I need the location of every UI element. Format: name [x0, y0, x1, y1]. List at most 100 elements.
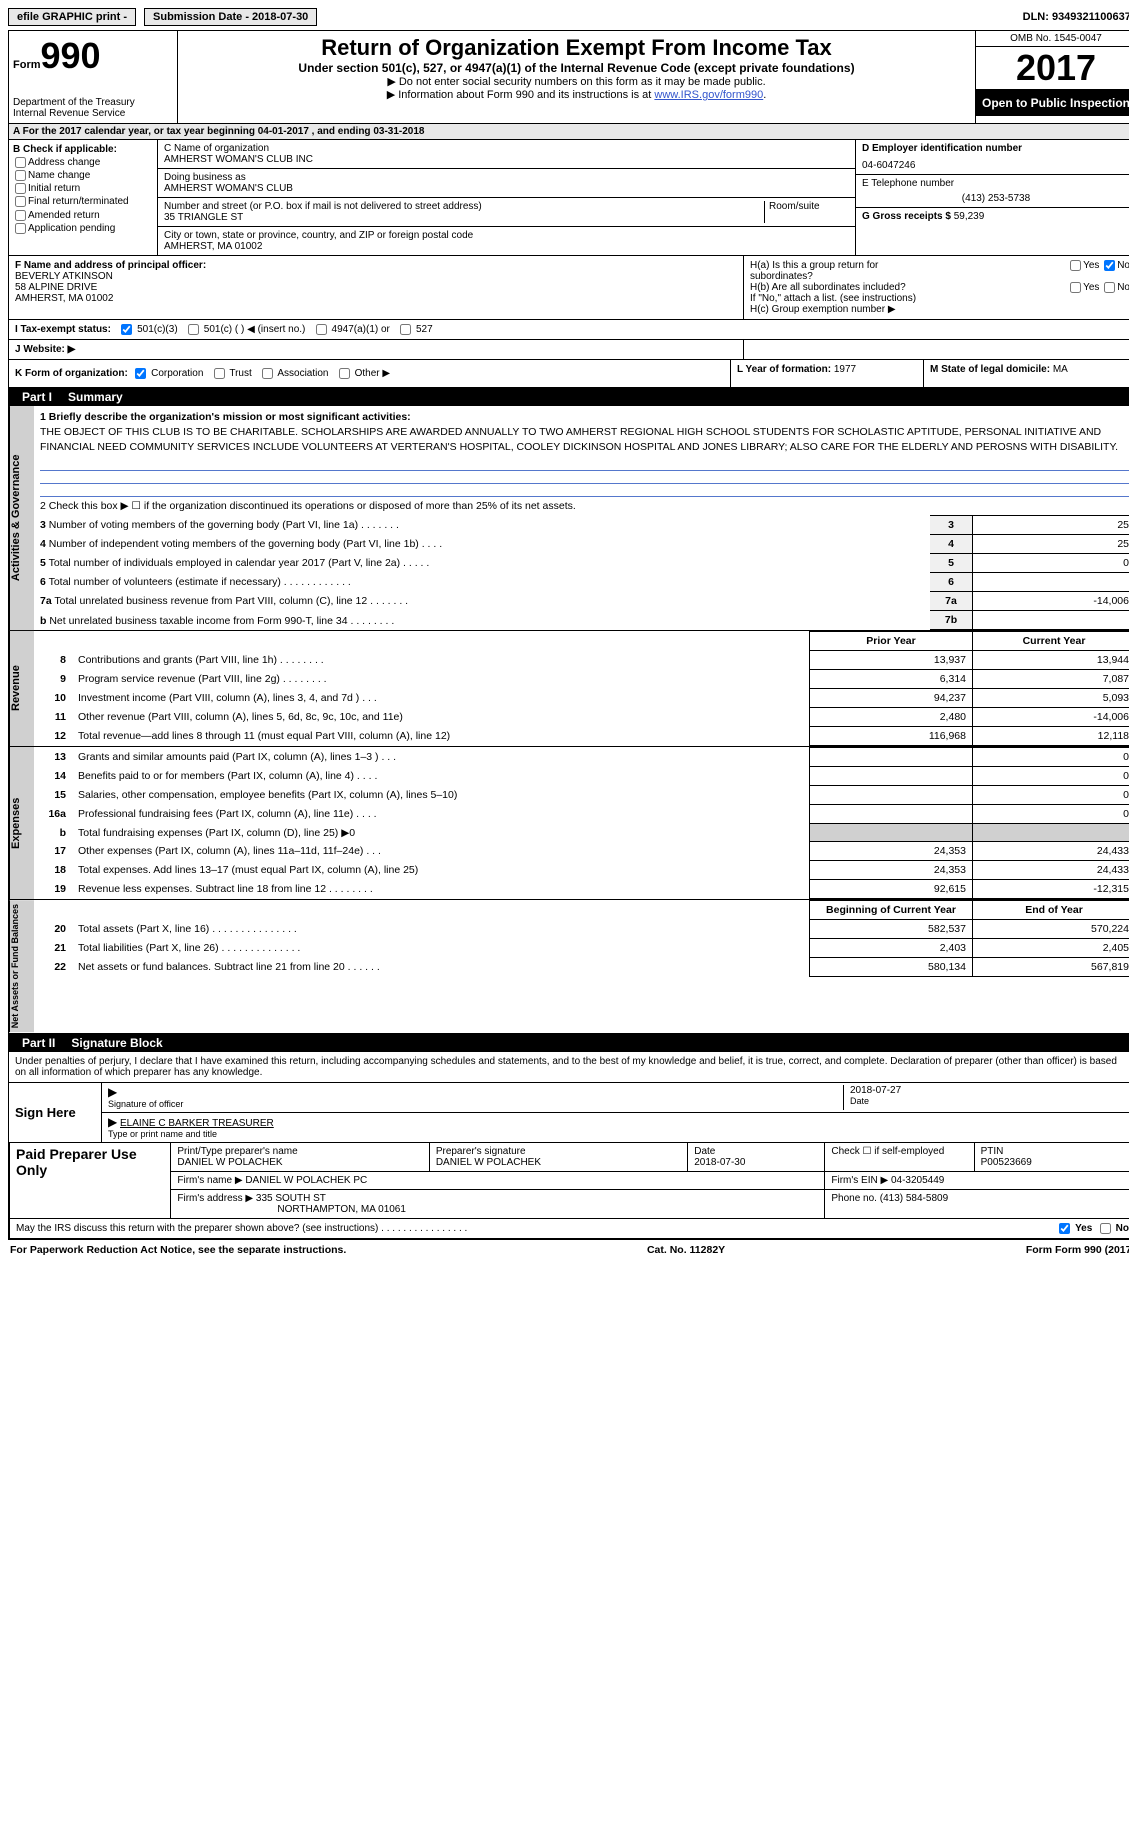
exp-ln: b — [34, 824, 72, 842]
rev-desc: Total revenue—add lines 8 through 11 (mu… — [72, 727, 810, 746]
chk-association[interactable] — [262, 368, 273, 379]
rev-ln: 10 — [34, 689, 72, 708]
irs-label: Internal Revenue Service — [13, 108, 173, 119]
part1-title: Summary — [60, 390, 123, 404]
rev-desc: Contributions and grants (Part VIII, lin… — [72, 651, 810, 670]
chk-corporation[interactable] — [135, 368, 146, 379]
hb-no[interactable] — [1104, 282, 1115, 293]
mission-label: 1 Briefly describe the organization's mi… — [40, 411, 411, 423]
prep-name: DANIEL W POLACHEK — [177, 1157, 282, 1168]
chk-final-return[interactable] — [15, 196, 26, 207]
cat-no: Cat. No. 11282Y — [647, 1244, 725, 1256]
begin-year-header: Beginning of Current Year — [810, 901, 973, 920]
rev-prior: 94,237 — [810, 689, 973, 708]
street-address: 35 TRIANGLE ST — [164, 212, 764, 223]
exp-prior — [810, 748, 973, 767]
state-domicile-label: M State of legal domicile: — [930, 364, 1050, 375]
net-desc: Total assets (Part X, line 16) . . . . .… — [72, 920, 810, 939]
rev-current: -14,006 — [973, 708, 1129, 727]
prep-date: 2018-07-30 — [694, 1157, 745, 1168]
blank-line — [40, 484, 1129, 497]
dln: DLN: 93493211006378 — [1023, 11, 1129, 23]
exp-desc: Total expenses. Add lines 13–17 (must eq… — [72, 861, 810, 880]
sidebar-activities: Activities & Governance — [9, 406, 34, 630]
exp-desc: Professional fundraising fees (Part IX, … — [72, 805, 810, 824]
rev-ln: 9 — [34, 670, 72, 689]
ha-yes[interactable] — [1070, 260, 1081, 271]
net-assets-table: Beginning of Current YearEnd of Year 20T… — [34, 900, 1129, 977]
city-label: City or town, state or province, country… — [164, 230, 849, 241]
self-employed: Check ☐ if self-employed — [825, 1142, 974, 1171]
revenue-table: Prior YearCurrent Year 8Contributions an… — [34, 631, 1129, 746]
hb-yes[interactable] — [1070, 282, 1081, 293]
rev-ln: 11 — [34, 708, 72, 727]
state-domicile: MA — [1053, 364, 1068, 375]
rev-prior: 116,968 — [810, 727, 973, 746]
exp-ln: 17 — [34, 842, 72, 861]
principal-officer: F Name and address of principal officer:… — [9, 256, 744, 319]
chk-other[interactable] — [339, 368, 350, 379]
org-name-label: C Name of organization — [164, 143, 849, 154]
declaration: Under penalties of perjury, I declare th… — [9, 1052, 1129, 1082]
officer-addr2: AMHERST, MA 01002 — [15, 293, 737, 304]
gov-line-box: 7b — [930, 611, 973, 630]
discuss-no[interactable] — [1100, 1223, 1111, 1234]
gov-line-val — [973, 611, 1129, 630]
row-f-h: F Name and address of principal officer:… — [8, 256, 1129, 320]
exp-desc: Revenue less expenses. Subtract line 18 … — [72, 880, 810, 899]
rev-ln: 12 — [34, 727, 72, 746]
chk-501c[interactable] — [188, 324, 199, 335]
chk-initial-return[interactable] — [15, 183, 26, 194]
discuss-yes[interactable] — [1059, 1223, 1070, 1234]
ha-no[interactable] — [1104, 260, 1115, 271]
exp-current: 24,433 — [973, 842, 1129, 861]
chk-application-pending[interactable] — [15, 223, 26, 234]
header-right: OMB No. 1545-0047 2017 Open to Public In… — [975, 31, 1129, 123]
firm-ein: 04-3205449 — [891, 1175, 944, 1186]
chk-address-change[interactable] — [15, 157, 26, 168]
gov-line-desc: 3 Number of voting members of the govern… — [34, 516, 930, 535]
omb-number: OMB No. 1545-0047 — [976, 31, 1129, 47]
tax-exempt-status: I Tax-exempt status: 501(c)(3) 501(c) ( … — [8, 320, 1129, 340]
chk-amended[interactable] — [15, 210, 26, 221]
chk-4947[interactable] — [316, 324, 327, 335]
rev-ln: 8 — [34, 651, 72, 670]
net-ln: 21 — [34, 939, 72, 958]
gov-line-box: 4 — [930, 535, 973, 554]
officer-addr1: 58 ALPINE DRIVE — [15, 282, 737, 293]
rev-prior: 6,314 — [810, 670, 973, 689]
firm-name-label: Firm's name ▶ — [177, 1175, 242, 1186]
hb-note: If "No," attach a list. (see instruction… — [750, 293, 1129, 304]
part2-title: Signature Block — [63, 1036, 162, 1050]
net-end: 2,405 — [973, 939, 1129, 958]
firm-addr1: 335 SOUTH ST — [256, 1193, 326, 1204]
exp-current: -12,315 — [973, 880, 1129, 899]
blank-line — [40, 471, 1129, 484]
dept-treasury: Department of the Treasury — [13, 97, 173, 108]
mission-text: THE OBJECT OF THIS CLUB IS TO BE CHARITA… — [40, 426, 1118, 453]
chk-trust[interactable] — [214, 368, 225, 379]
dba-label: Doing business as — [164, 172, 849, 183]
gov-line-desc: 6 Total number of volunteers (estimate i… — [34, 573, 930, 592]
form-label: Form — [13, 59, 41, 71]
net-ln: 20 — [34, 920, 72, 939]
exp-ln: 15 — [34, 786, 72, 805]
irs-link[interactable]: www.IRS.gov/form990 — [654, 89, 763, 101]
chk-501c3[interactable] — [121, 324, 132, 335]
prior-year-header: Prior Year — [810, 632, 973, 651]
info-note: ▶ Information about Form 990 and its ins… — [186, 88, 967, 101]
activities-governance: Activities & Governance 1 Briefly descri… — [8, 406, 1129, 631]
paperwork-notice: For Paperwork Reduction Act Notice, see … — [10, 1244, 346, 1256]
exp-desc: Total fundraising expenses (Part IX, col… — [72, 824, 810, 842]
part2-label: Part II — [14, 1036, 63, 1050]
exp-current: 0 — [973, 748, 1129, 767]
net-begin: 580,134 — [810, 958, 973, 977]
city-state-zip: AMHERST, MA 01002 — [164, 241, 849, 252]
firm-name: DANIEL W POLACHEK PC — [245, 1175, 367, 1186]
main-info-block: B Check if applicable: Address change Na… — [8, 140, 1129, 256]
firm-ein-label: Firm's EIN ▶ — [831, 1175, 888, 1186]
chk-527[interactable] — [400, 324, 411, 335]
chk-name-change[interactable] — [15, 170, 26, 181]
firm-phone: (413) 584-5809 — [880, 1193, 948, 1204]
website-label: J Website: ▶ — [15, 344, 75, 355]
